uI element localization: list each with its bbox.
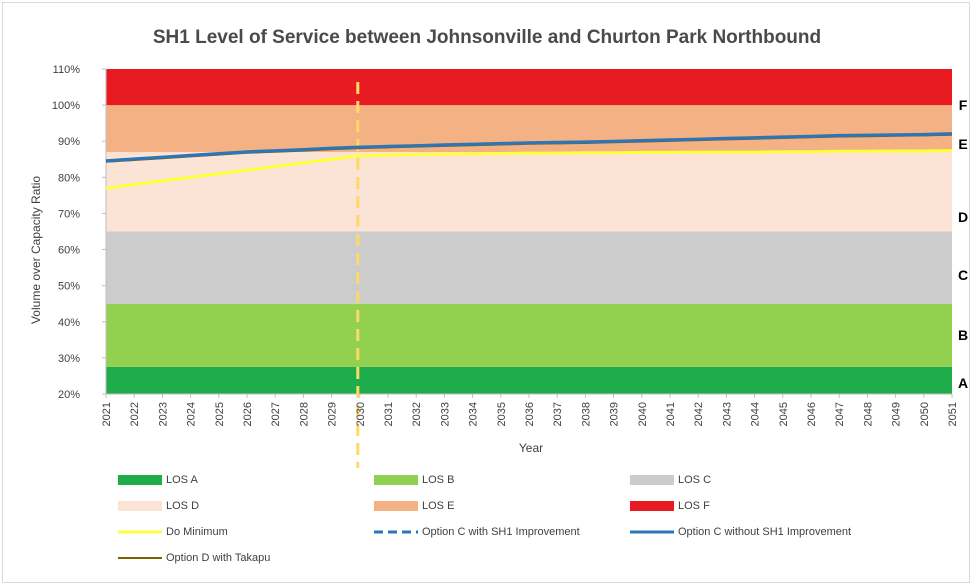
x-tick-label: 2038	[580, 402, 592, 426]
los-letters: A B C D E F	[958, 97, 968, 391]
x-tick-label: 2035	[496, 402, 508, 426]
x-tick-label: 2042	[693, 402, 705, 426]
y-axis: 20% 30% 40% 50% 60% 70% 80% 90% 100% 110%	[52, 64, 80, 401]
legend-label: Option C with SH1 Improvement	[422, 526, 580, 538]
legend-item-los-c: LOS C	[630, 474, 711, 486]
x-tick-label: 2049	[891, 402, 903, 426]
los-letter-b: B	[958, 327, 968, 343]
legend: LOS A LOS B LOS C LOS D LOS E LOS F Do Minimum…	[118, 474, 958, 584]
band-a	[106, 366, 952, 394]
legend-item-los-d: LOS D	[118, 500, 199, 512]
legend-swatch	[374, 475, 418, 485]
legend-label: LOS B	[422, 474, 455, 486]
legend-item-option-c-without-sh1-improvement: Option C without SH1 Improvement	[630, 526, 851, 538]
legend-swatch	[118, 475, 162, 485]
los-letter-d: D	[958, 209, 968, 225]
legend-label: LOS D	[166, 500, 200, 512]
legend-item-option-c-with-sh1-improvement: Option C with SH1 Improvement	[374, 526, 580, 538]
los-letter-f: F	[959, 97, 968, 113]
y-tick-label: 40%	[58, 317, 80, 329]
y-tick-label: 70%	[58, 208, 80, 220]
x-axis-label: Year	[519, 441, 543, 455]
chart-title: SH1 Level of Service between Johnsonvill…	[152, 27, 822, 48]
y-tick-label: 100%	[52, 100, 80, 112]
legend-label: LOS A	[166, 474, 198, 486]
legend-swatch	[118, 501, 162, 511]
x-tick-label: 2023	[157, 402, 169, 426]
x-tick-label: 2045	[778, 402, 790, 426]
x-tick-label: 2036	[524, 402, 536, 426]
legend-label: Option C without SH1 Improvement	[678, 526, 852, 538]
legend-item-los-b: LOS B	[374, 474, 454, 486]
legend-label: Do Minimum	[166, 526, 228, 538]
x-tick-label: 2030	[355, 402, 367, 426]
band-d	[106, 152, 952, 232]
y-tick-label: 30%	[58, 353, 80, 365]
legend-swatch	[630, 501, 674, 511]
legend-swatch	[630, 526, 674, 538]
legend-swatch	[118, 552, 162, 564]
legend-item-do-minimum: Do Minimum	[118, 526, 228, 538]
x-tick-label: 2026	[242, 402, 254, 426]
x-tick-label: 2031	[383, 402, 395, 426]
series-do-minimum	[105, 149, 953, 190]
band-b	[106, 303, 952, 367]
x-tick-label: 2028	[298, 402, 310, 426]
x-axis: 2021 2022 2023 2024 2025 2026 2027 2028 2029 2030…	[101, 402, 959, 426]
x-tick-label: 2047	[834, 402, 846, 426]
x-tick-label: 2024	[186, 402, 198, 426]
x-tick-label: 2029	[327, 402, 339, 426]
legend-label: LOS C	[678, 474, 712, 486]
y-tick-label: 110%	[53, 64, 81, 76]
legend-swatch	[374, 501, 418, 511]
los-bands	[106, 69, 952, 394]
legend-item-los-a: LOS A	[118, 474, 198, 486]
legend-item-los-f: LOS F	[630, 500, 710, 512]
legend-label: LOS E	[422, 500, 455, 512]
y-tick-label: 80%	[58, 172, 80, 184]
y-tick-label: 60%	[58, 245, 80, 257]
x-tick-label: 2051	[947, 402, 959, 426]
legend-item-option-d-with-takapu: Option D with Takapu	[118, 552, 270, 564]
x-tick-label: 2034	[468, 402, 480, 426]
band-f	[106, 69, 952, 106]
band-c	[106, 231, 952, 304]
x-tick-label: 2033	[439, 402, 451, 426]
los-letter-a: A	[958, 375, 968, 391]
los-letter-e: E	[958, 136, 967, 152]
x-tick-label: 2027	[270, 402, 282, 426]
band-e	[106, 105, 952, 153]
gridlines	[102, 68, 953, 398]
y-tick-label: 90%	[58, 136, 80, 148]
x-tick-label: 2025	[214, 402, 226, 426]
x-tick-label: 2046	[806, 402, 818, 426]
legend-label: LOS F	[678, 500, 710, 512]
legend-label: Option D with Takapu	[166, 552, 271, 564]
x-tick-label: 2048	[862, 402, 874, 426]
x-tick-label: 2039	[609, 402, 621, 426]
legend-item-los-e: LOS E	[374, 500, 454, 512]
x-tick-label: 2043	[721, 402, 733, 426]
x-tick-label: 2041	[665, 402, 677, 426]
x-tick-label: 2032	[411, 402, 423, 426]
series-lines	[105, 132, 953, 190]
y-tick-label: 50%	[58, 281, 80, 293]
x-tick-label: 2044	[750, 402, 762, 426]
series-option-c-with-sh1-improvement	[105, 132, 953, 163]
x-tick-label: 2050	[919, 402, 931, 426]
x-tick-label: 2040	[637, 402, 649, 426]
legend-swatch	[374, 526, 418, 538]
los-letter-c: C	[958, 267, 968, 283]
legend-swatch	[630, 475, 674, 485]
x-tick-label: 2022	[129, 402, 141, 426]
legend-swatch	[118, 526, 162, 538]
x-tick-label: 2021	[101, 402, 113, 426]
y-tick-label: 20%	[58, 389, 80, 401]
y-axis-label: Volume over Capacity Ratio	[29, 176, 43, 324]
x-tick-label: 2037	[552, 402, 564, 426]
